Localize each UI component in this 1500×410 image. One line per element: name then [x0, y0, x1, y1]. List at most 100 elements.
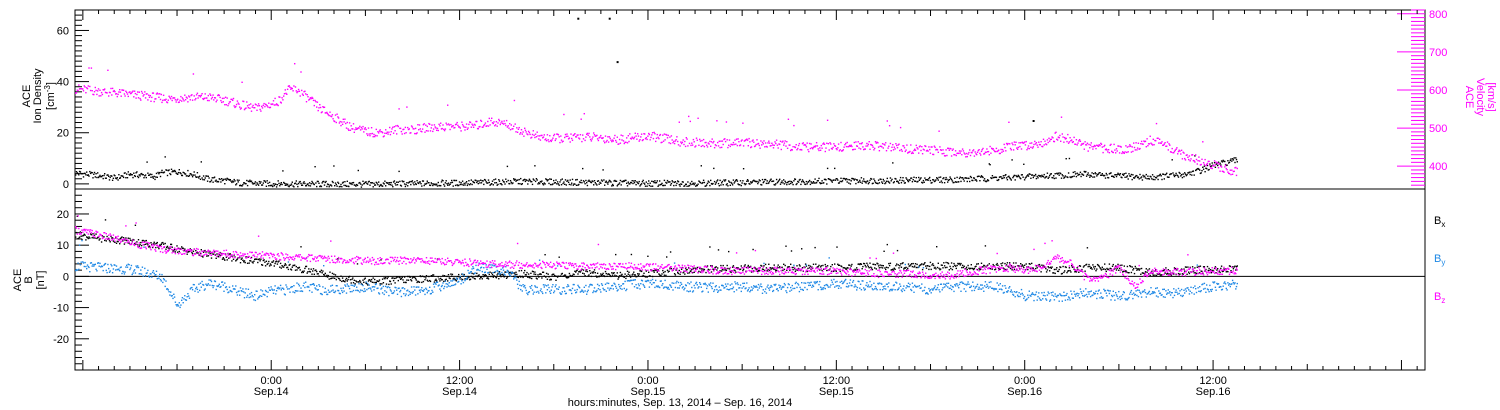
- field-by-point: [228, 291, 230, 293]
- ion-density-point: [137, 175, 139, 178]
- field-bx-point: [973, 267, 976, 270]
- ion-density-point: [418, 181, 421, 183]
- velocity-point: [333, 120, 335, 122]
- field-bx-point: [410, 280, 413, 282]
- ion-density-point: [821, 180, 823, 182]
- ion-density-point: [1158, 175, 1160, 177]
- velocity-point: [334, 120, 336, 123]
- field-by-point: [356, 286, 358, 288]
- density-tick-label: 0: [63, 179, 69, 191]
- field-bx-point: [583, 273, 585, 275]
- ion-density-point: [1052, 177, 1054, 179]
- velocity-point: [145, 93, 147, 95]
- velocity-point: [256, 109, 258, 111]
- velocity-point: [573, 134, 575, 136]
- velocity-point: [872, 146, 874, 148]
- velocity-point: [576, 134, 578, 136]
- ion-density-point: [825, 179, 827, 181]
- ion-density-point: [827, 178, 830, 180]
- field-bx-point: [541, 277, 543, 279]
- velocity-point: [1172, 152, 1174, 154]
- velocity-point: [1092, 148, 1094, 150]
- field-bx-point: [958, 263, 960, 265]
- ion-density-point: [677, 181, 680, 183]
- field-bx-point: [1099, 267, 1101, 269]
- field-bx-point: [681, 266, 684, 269]
- ion-density-point: [1054, 173, 1056, 175]
- ion-density-point: [232, 181, 235, 183]
- ion-density-point: [655, 182, 657, 184]
- velocity-point: [340, 124, 342, 127]
- field-by-point: [361, 289, 363, 292]
- velocity-point: [974, 151, 976, 153]
- velocity-point: [656, 133, 658, 136]
- ion-density-point: [240, 185, 242, 187]
- velocity-point: [191, 94, 193, 96]
- ion-density-point: [151, 173, 153, 176]
- ion-density-point: [1115, 175, 1118, 178]
- field-bx-point: [1232, 268, 1235, 270]
- velocity-point: [720, 140, 722, 142]
- velocity-point: [1162, 144, 1165, 146]
- field-bx-point: [566, 277, 568, 279]
- velocity-point: [993, 149, 995, 152]
- field-by-point: [334, 290, 337, 292]
- ion-density-point: [480, 179, 482, 181]
- field-by-point: [101, 265, 104, 268]
- ion-density-point: [884, 182, 886, 185]
- velocity-point: [867, 143, 870, 146]
- field-bx-point: [647, 255, 649, 257]
- ion-density-point: [118, 174, 120, 176]
- ion-density-point: [1014, 179, 1016, 181]
- field-bx-point: [553, 274, 556, 277]
- field-bx-point: [519, 275, 521, 277]
- velocity-point: [531, 136, 533, 139]
- velocity-point: [813, 145, 815, 148]
- ion-density-point: [218, 178, 220, 180]
- field-bx-point: [1002, 267, 1005, 269]
- field-by-point: [214, 280, 217, 283]
- ion-density-point: [522, 179, 524, 182]
- field-by-point: [322, 286, 324, 288]
- field-bx-point: [1166, 272, 1169, 275]
- ion-density-point: [795, 183, 797, 186]
- velocity-point: [1008, 121, 1010, 123]
- field-by-point: [137, 265, 139, 267]
- field-bx-point: [1155, 269, 1157, 271]
- field-bx-point: [337, 277, 340, 279]
- ion-density-point: [773, 183, 775, 186]
- field-bx-point: [546, 278, 549, 280]
- ion-density-point: [593, 180, 596, 182]
- ion-density-point: [432, 184, 434, 187]
- velocity-point: [1224, 164, 1227, 166]
- velocity-point: [476, 120, 478, 123]
- field-bx-point: [1222, 270, 1224, 272]
- field-bx-point: [516, 273, 518, 276]
- velocity-point: [589, 138, 592, 141]
- velocity-point: [1196, 163, 1198, 165]
- field-bx-point: [1058, 268, 1060, 271]
- velocity-point: [498, 120, 501, 122]
- velocity-point: [1158, 142, 1160, 144]
- field-bx-point: [460, 278, 462, 280]
- field-bx-point: [1117, 263, 1119, 266]
- velocity-point: [1048, 137, 1050, 139]
- ion-density-point: [764, 178, 767, 181]
- velocity-point: [364, 127, 366, 129]
- velocity-point: [618, 143, 620, 145]
- ion-density-point: [175, 172, 177, 174]
- velocity-point: [873, 149, 875, 151]
- velocity-point: [1236, 167, 1238, 170]
- ion-density-point: [554, 182, 556, 184]
- velocity-point: [1056, 138, 1058, 140]
- velocity-point: [918, 146, 921, 148]
- velocity-point: [377, 131, 379, 133]
- field-bx-point: [166, 246, 168, 248]
- velocity-point: [298, 90, 301, 92]
- field-by-point: [188, 297, 191, 299]
- velocity-point: [861, 142, 863, 144]
- velocity-point: [1128, 145, 1130, 148]
- field-bx-point: [485, 274, 487, 277]
- velocity-point: [1017, 146, 1019, 149]
- velocity-point: [844, 144, 846, 146]
